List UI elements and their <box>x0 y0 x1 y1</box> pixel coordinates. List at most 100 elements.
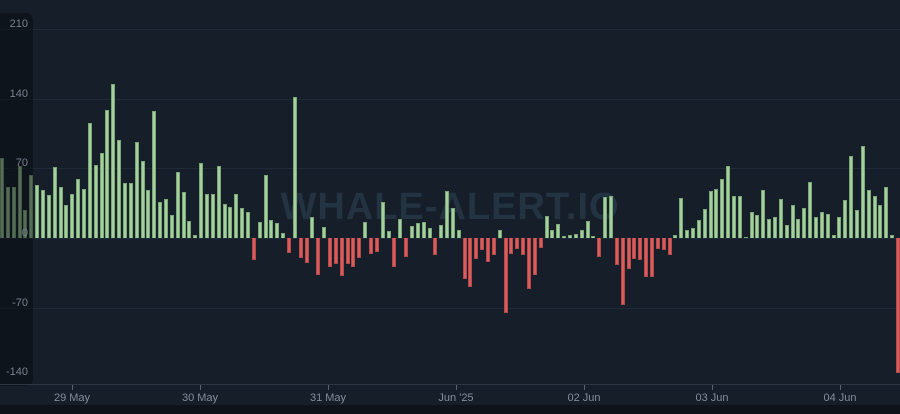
inflow-bar[interactable] <box>164 199 168 238</box>
outflow-bar[interactable] <box>486 238 490 262</box>
inflow-bar[interactable] <box>129 183 133 238</box>
inflow-bar[interactable] <box>439 225 443 238</box>
inflow-bar[interactable] <box>422 222 426 238</box>
inflow-bar[interactable] <box>387 231 391 238</box>
inflow-bar[interactable] <box>750 212 754 238</box>
inflow-bar[interactable] <box>234 194 238 238</box>
inflow-bar[interactable] <box>873 196 877 238</box>
outflow-bar[interactable] <box>433 238 437 255</box>
outflow-bar[interactable] <box>638 238 642 260</box>
inflow-bar[interactable] <box>767 219 771 238</box>
inflow-bar[interactable] <box>714 189 718 238</box>
inflow-bar[interactable] <box>410 226 414 238</box>
inflow-bar[interactable] <box>861 146 865 238</box>
inflow-bar[interactable] <box>310 217 314 238</box>
inflow-bar[interactable] <box>240 208 244 238</box>
inflow-bar[interactable] <box>709 191 713 238</box>
outflow-bar[interactable] <box>463 238 467 279</box>
inflow-bar[interactable] <box>381 202 385 238</box>
inflow-bar[interactable] <box>293 97 297 238</box>
inflow-bar[interactable] <box>837 217 841 238</box>
outflow-bar[interactable] <box>357 238 361 258</box>
inflow-bar[interactable] <box>76 179 80 238</box>
outflow-bar[interactable] <box>632 238 636 259</box>
inflow-bar[interactable] <box>322 227 326 238</box>
inflow-bar[interactable] <box>398 219 402 238</box>
inflow-bar[interactable] <box>703 209 707 238</box>
inflow-bar[interactable] <box>849 156 853 238</box>
inflow-bar[interactable] <box>258 222 262 238</box>
outflow-bar[interactable] <box>615 238 619 265</box>
inflow-bar[interactable] <box>281 233 285 238</box>
outflow-bar[interactable] <box>334 238 338 264</box>
outflow-bar[interactable] <box>340 238 344 276</box>
inflow-bar[interactable] <box>88 123 92 238</box>
inflow-bar[interactable] <box>158 202 162 238</box>
inflow-bar[interactable] <box>738 196 742 238</box>
outflow-bar[interactable] <box>287 238 291 253</box>
inflow-bar[interactable] <box>843 200 847 238</box>
inflow-bar[interactable] <box>135 142 139 238</box>
inflow-bar[interactable] <box>170 215 174 238</box>
inflow-bar[interactable] <box>779 199 783 238</box>
inflow-bar[interactable] <box>187 221 191 238</box>
inflow-bar[interactable] <box>591 236 595 238</box>
inflow-bar[interactable] <box>47 195 51 238</box>
outflow-bar[interactable] <box>621 238 625 305</box>
inflow-bar[interactable] <box>796 219 800 238</box>
outflow-bar[interactable] <box>328 238 332 267</box>
inflow-bar[interactable] <box>720 179 724 238</box>
inflow-bar[interactable] <box>264 175 268 238</box>
outflow-bar[interactable] <box>468 238 472 287</box>
inflow-bar[interactable] <box>111 84 115 238</box>
outflow-bar[interactable] <box>650 238 654 277</box>
inflow-bar[interactable] <box>41 190 45 238</box>
inflow-bar[interactable] <box>428 228 432 238</box>
inflow-bar[interactable] <box>603 197 607 238</box>
outflow-bar[interactable] <box>369 238 373 254</box>
inflow-bar[interactable] <box>726 166 730 238</box>
inflow-bar[interactable] <box>217 166 221 238</box>
inflow-bar[interactable] <box>70 194 74 238</box>
outflow-bar[interactable] <box>539 238 543 248</box>
inflow-bar[interactable] <box>223 204 227 238</box>
inflow-bar[interactable] <box>568 235 572 238</box>
outflow-bar[interactable] <box>305 238 309 263</box>
inflow-bar[interactable] <box>146 190 150 238</box>
inflow-bar[interactable] <box>820 212 824 238</box>
inflow-bar[interactable] <box>416 223 420 238</box>
inflow-bar[interactable] <box>697 220 701 238</box>
inflow-bar[interactable] <box>182 192 186 238</box>
inflow-bar[interactable] <box>457 230 461 238</box>
outflow-bar[interactable] <box>627 238 631 269</box>
inflow-bar[interactable] <box>890 235 894 238</box>
outflow-bar[interactable] <box>597 238 601 257</box>
inflow-bar[interactable] <box>855 210 859 238</box>
inflow-bar[interactable] <box>152 111 156 238</box>
inflow-bar[interactable] <box>802 208 806 238</box>
inflow-bar[interactable] <box>176 172 180 238</box>
outflow-bar[interactable] <box>668 238 672 255</box>
inflow-bar[interactable] <box>732 196 736 238</box>
inflow-bar[interactable] <box>53 167 57 238</box>
inflow-bar[interactable] <box>94 165 98 238</box>
inflow-bar[interactable] <box>35 185 39 238</box>
outflow-bar[interactable] <box>509 238 513 254</box>
inflow-bar[interactable] <box>141 161 145 238</box>
inflow-bar[interactable] <box>193 235 197 238</box>
inflow-bar[interactable] <box>199 163 203 238</box>
outflow-bar[interactable] <box>480 238 484 250</box>
outflow-bar[interactable] <box>252 238 256 260</box>
inflow-bar[interactable] <box>808 182 812 238</box>
inflow-bar[interactable] <box>205 194 209 238</box>
inflow-bar[interactable] <box>580 230 584 238</box>
inflow-bar[interactable] <box>545 216 549 238</box>
inflow-bar[interactable] <box>556 224 560 238</box>
inflow-bar[interactable] <box>679 198 683 238</box>
outflow-bar[interactable] <box>644 238 648 277</box>
outflow-bar[interactable] <box>504 238 508 313</box>
inflow-bar[interactable] <box>82 189 86 238</box>
outflow-bar[interactable] <box>896 238 900 373</box>
inflow-bar[interactable] <box>562 236 566 238</box>
outflow-bar[interactable] <box>351 238 355 267</box>
